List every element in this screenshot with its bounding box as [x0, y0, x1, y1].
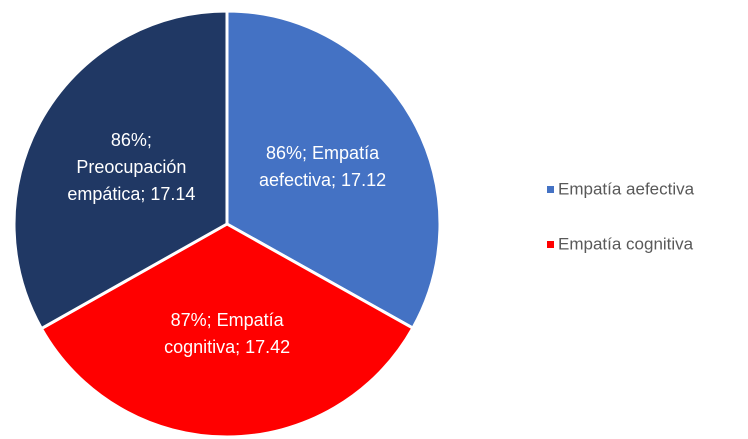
legend-label: Empatía aefectiva — [558, 179, 695, 198]
data-label: 86%; — [111, 130, 152, 150]
data-label: aefectiva; 17.12 — [259, 170, 386, 190]
legend-swatch — [547, 241, 554, 248]
pie-slice — [12, 9, 229, 331]
data-label: 86%; Empatía — [266, 143, 380, 163]
data-label: Preocupación — [76, 157, 186, 177]
data-label: 87%; Empatía — [171, 310, 285, 330]
pie-slice — [225, 9, 442, 331]
legend-label: Empatía cognitiva — [558, 234, 694, 253]
data-label: cognitiva; 17.42 — [164, 337, 290, 357]
legend-swatch — [547, 186, 554, 193]
data-label: empática; 17.14 — [67, 184, 195, 204]
